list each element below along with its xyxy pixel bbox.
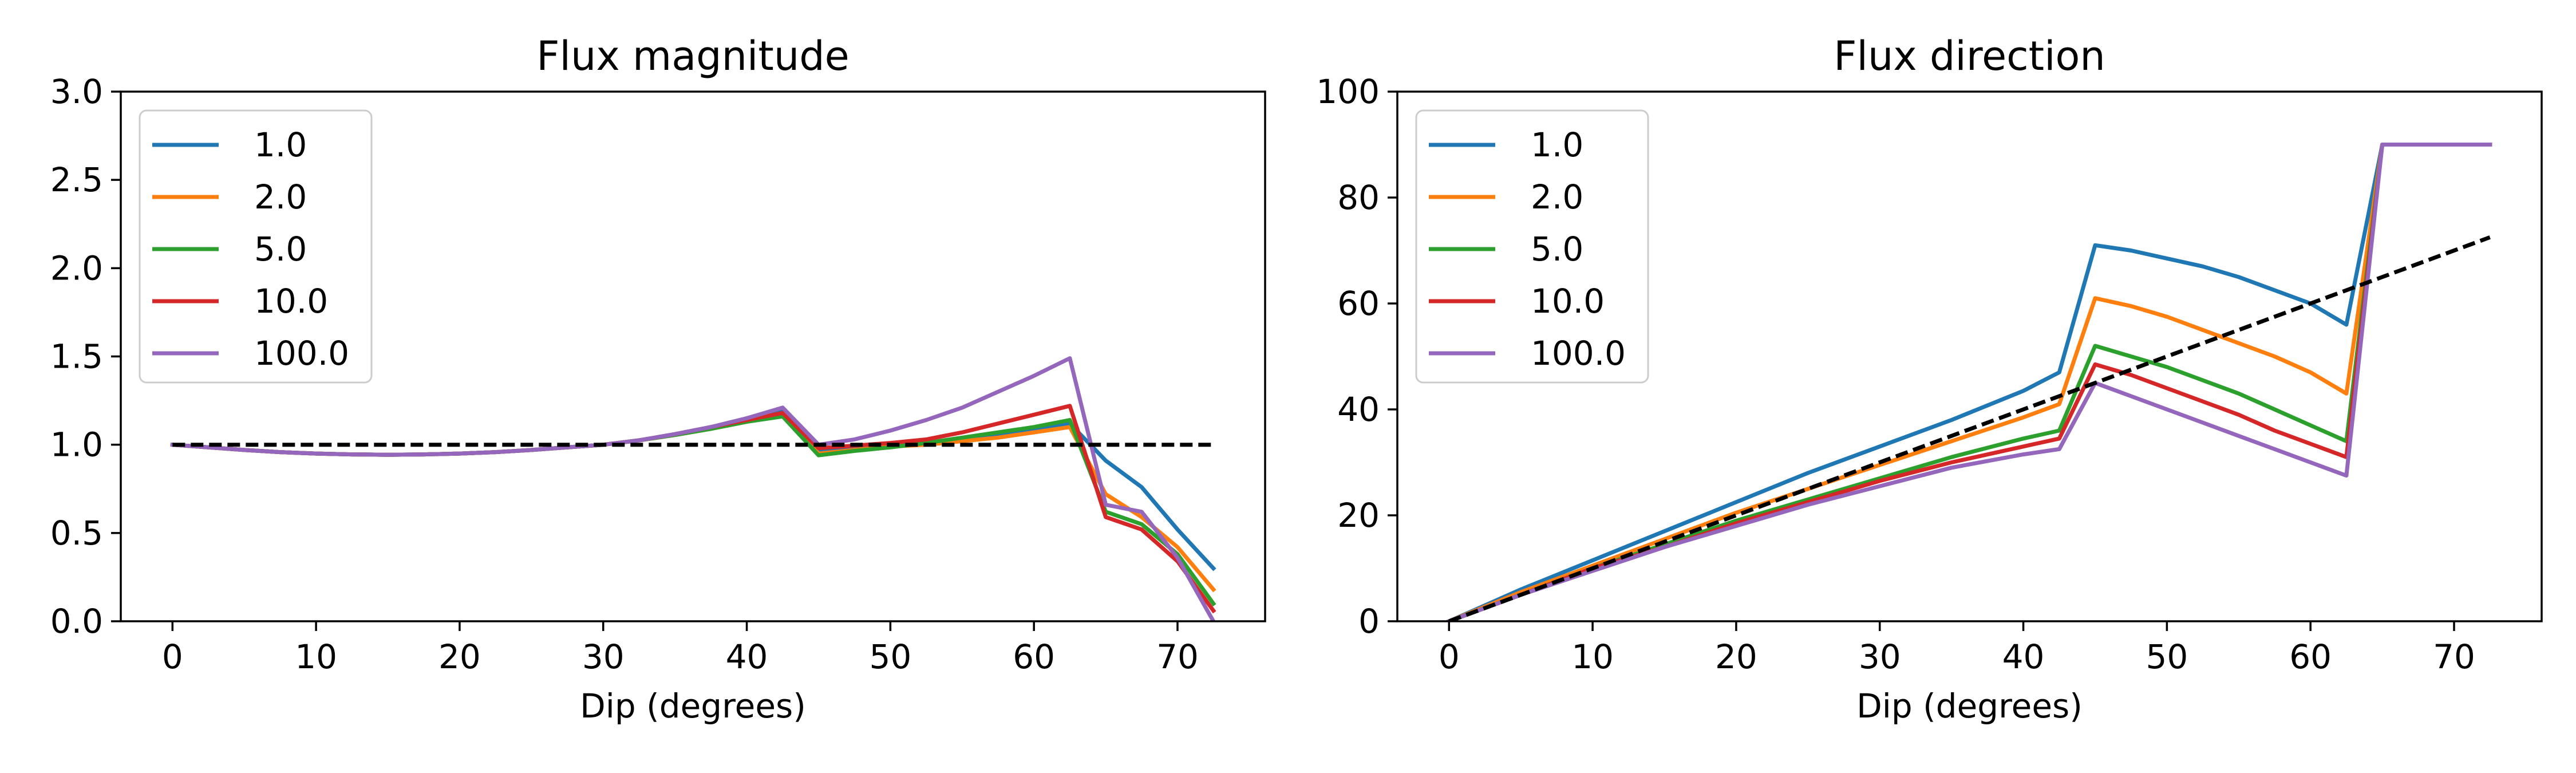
y-tick-label: 60 — [1337, 284, 1380, 323]
plot-area — [1446, 143, 2492, 621]
x-axis-label: Dip (degrees) — [580, 687, 806, 725]
y-tick-label: 80 — [1337, 178, 1380, 217]
chart-panel-2: 0 10 20 30 40 50 60 70 0 20 40 60 80 100 Flux directio… — [1316, 33, 2543, 725]
reference-line — [1448, 235, 2491, 621]
plot-frame — [1396, 90, 2543, 622]
y-tick-label: 1.5 — [50, 337, 103, 376]
legend-frame — [1415, 109, 1649, 384]
x-tick-label: 70 — [1156, 637, 1199, 676]
chart-title: Flux magnitude — [536, 33, 849, 80]
legend-label: 2.0 — [254, 178, 307, 216]
x-tick-label: 60 — [1013, 637, 1055, 676]
y-tick-label: 0.0 — [50, 602, 103, 641]
chart-title: Flux direction — [1834, 33, 2105, 80]
legend-label: 1.0 — [254, 125, 307, 164]
series-line-1-0 — [170, 409, 1216, 571]
chart-panel-1: 0 10 20 30 40 50 60 70 0.0 0.5 1.0 1.5 2.0 2.5 3.0 Flux… — [50, 33, 1266, 725]
y-tick-label: 40 — [1337, 390, 1380, 429]
plot-area — [170, 356, 1216, 621]
legend-label: 100.0 — [254, 334, 349, 373]
legend-label: 1.0 — [1531, 125, 1583, 164]
series-line-2-0 — [170, 412, 1216, 593]
x-tick-label: 40 — [2002, 637, 2045, 676]
legend: 1.0 2.0 5.0 10.0 100.0 — [1415, 109, 1649, 384]
y-tick-label: 3.0 — [50, 72, 103, 111]
x-tick-label: 40 — [726, 637, 768, 676]
y-tick-label: 2.5 — [50, 160, 103, 199]
series-line-10-0 — [170, 404, 1216, 614]
y-tick-label: 1.0 — [50, 425, 103, 464]
legend-label: 10.0 — [254, 282, 328, 321]
x-tick-label: 10 — [1571, 637, 1614, 676]
y-tick-label: 0.5 — [50, 514, 103, 553]
y-tick-label: 100 — [1316, 72, 1380, 111]
y-tick-label: 2.0 — [50, 249, 103, 287]
legend: 1.0 2.0 5.0 10.0 100.0 — [139, 109, 373, 384]
series-line-1-0 — [1446, 143, 2492, 621]
x-tick-label: 70 — [2433, 637, 2475, 676]
series-line-2-0 — [1446, 143, 2492, 621]
x-tick-label: 0 — [162, 637, 183, 676]
legend-label: 5.0 — [1531, 230, 1583, 269]
x-tick-label: 30 — [1859, 637, 1901, 676]
legend-label: 10.0 — [1531, 282, 1605, 321]
y-tick-label: 20 — [1337, 496, 1380, 535]
x-tick-label: 20 — [1715, 637, 1757, 676]
x-axis-label: Dip (degrees) — [1856, 687, 2083, 725]
x-tick-label: 0 — [1439, 637, 1460, 676]
x-tick-label: 20 — [438, 637, 481, 676]
series-line-100-0 — [1446, 143, 2492, 621]
legend-label: 5.0 — [254, 230, 307, 269]
legend-label: 2.0 — [1531, 178, 1583, 216]
legend-label: 100.0 — [1531, 334, 1626, 373]
x-tick-label: 30 — [582, 637, 625, 676]
legend-frame — [139, 109, 373, 384]
x-tick-label: 50 — [2146, 637, 2188, 676]
series-line-100-0 — [170, 356, 1216, 621]
x-tick-label: 60 — [2289, 637, 2332, 676]
x-tick-label: 10 — [295, 637, 337, 676]
y-tick-label: 0 — [1358, 602, 1380, 641]
x-tick-label: 50 — [869, 637, 911, 676]
